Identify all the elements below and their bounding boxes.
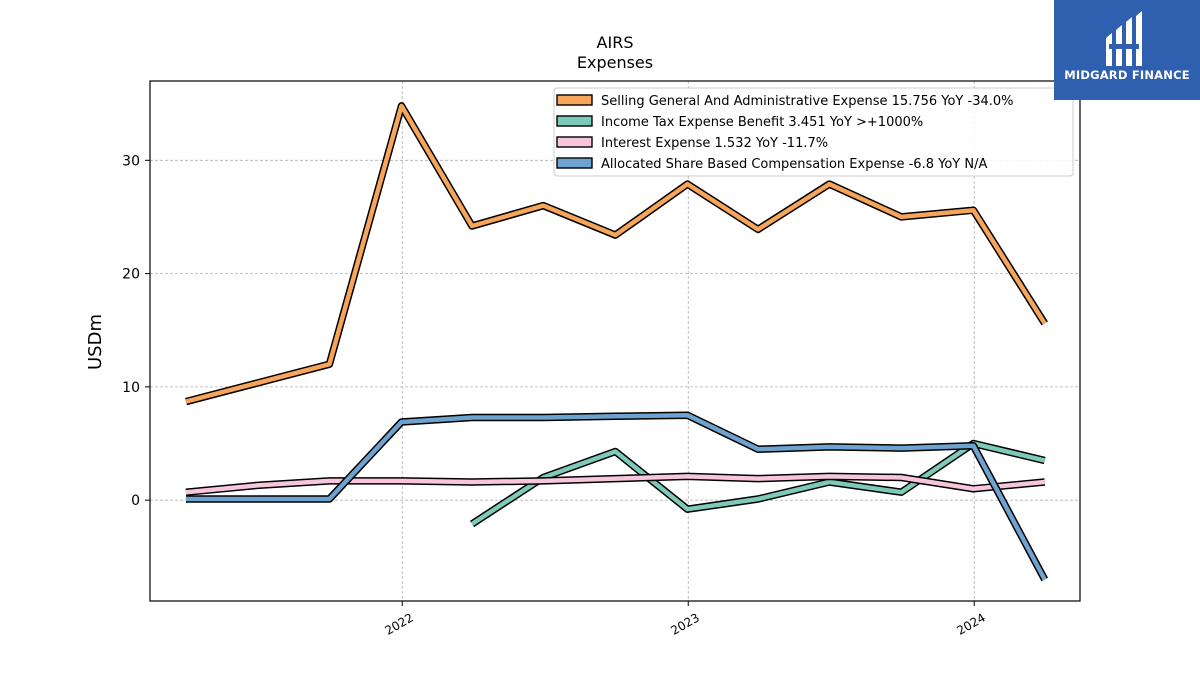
series-line	[186, 412, 1047, 581]
series-line	[185, 103, 1047, 404]
plot-frame	[149, 80, 1081, 602]
legend-swatch	[556, 157, 593, 169]
legend-label: Allocated Share Based Compensation Expen…	[601, 157, 987, 172]
y-tick-label: 0	[131, 493, 140, 509]
legend-swatch	[556, 94, 593, 106]
y-axis-label: USDm	[85, 314, 106, 370]
series-0	[185, 102, 1048, 406]
chart-subtitle: Expenses	[577, 53, 653, 72]
legend-label: Selling General And Administrative Expen…	[601, 94, 1014, 109]
series-2	[185, 472, 1046, 496]
legend-box	[553, 87, 1074, 177]
series-line	[185, 474, 1045, 495]
series-1	[469, 439, 1046, 528]
series-3	[186, 411, 1049, 582]
x-tick-label: 2022	[382, 610, 415, 637]
legend: Selling General And Administrative Expen…	[553, 87, 1074, 177]
legend-swatch	[556, 136, 593, 148]
midgard-finance-logo: MIDGARD FINANCE	[1054, 0, 1200, 100]
series-layer	[185, 102, 1049, 582]
logo-text: MIDGARD FINANCE	[1064, 68, 1190, 82]
y-tick-label: 30	[122, 153, 140, 169]
y-tick-label: 20	[122, 267, 140, 283]
x-tick-label: 2023	[668, 610, 701, 637]
legend-swatch	[556, 115, 593, 127]
series-line	[470, 441, 1046, 526]
legend-label: Interest Expense 1.532 YoY -11.7%	[601, 136, 828, 151]
logo-mark-icon	[1106, 11, 1142, 66]
x-tick-label: 2024	[954, 610, 987, 637]
legend-label: Income Tax Expense Benefit 3.451 YoY >+1…	[601, 115, 923, 130]
y-tick-label: 10	[122, 380, 140, 396]
ticks: 0 10 20 30 2022 2023 2024	[122, 153, 988, 638]
chart-title: AIRS	[597, 33, 634, 52]
